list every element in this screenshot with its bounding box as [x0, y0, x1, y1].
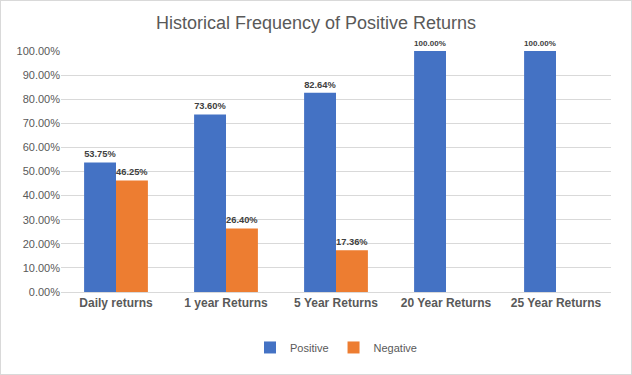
svg-text:20.00%: 20.00% [23, 238, 61, 250]
svg-text:80.00%: 80.00% [23, 93, 61, 105]
svg-text:0.00%: 0.00% [29, 286, 60, 298]
svg-text:10.00%: 10.00% [23, 262, 61, 274]
svg-text:Negative: Negative [374, 342, 417, 354]
svg-text:100.00%: 100.00% [524, 39, 556, 48]
svg-text:50.00%: 50.00% [23, 165, 61, 177]
svg-text:26.40%: 26.40% [226, 215, 258, 225]
svg-text:82.64%: 82.64% [304, 80, 336, 90]
svg-text:Daily returns: Daily returns [79, 296, 153, 310]
svg-text:46.25%: 46.25% [116, 167, 148, 177]
svg-text:Positive: Positive [290, 342, 329, 354]
svg-text:90.00%: 90.00% [23, 69, 61, 81]
svg-text:100.00%: 100.00% [414, 39, 446, 48]
svg-text:30.00%: 30.00% [23, 214, 61, 226]
svg-text:100.00%: 100.00% [17, 45, 61, 57]
svg-text:40.00%: 40.00% [23, 189, 61, 201]
svg-text:25 Year Returns: 25 Year Returns [511, 296, 602, 310]
svg-text:73.60%: 73.60% [194, 101, 226, 111]
svg-text:53.75%: 53.75% [84, 149, 116, 159]
svg-text:17.36%: 17.36% [336, 237, 368, 247]
svg-text:70.00%: 70.00% [23, 117, 61, 129]
svg-text:5 Year Returns: 5 Year Returns [294, 296, 378, 310]
svg-text:Historical Frequency of Positi: Historical Frequency of Positive Returns [156, 13, 476, 33]
svg-text:1 year Returns: 1 year Returns [184, 296, 268, 310]
svg-text:20 Year Returns: 20 Year Returns [401, 296, 492, 310]
svg-text:60.00%: 60.00% [23, 141, 61, 153]
